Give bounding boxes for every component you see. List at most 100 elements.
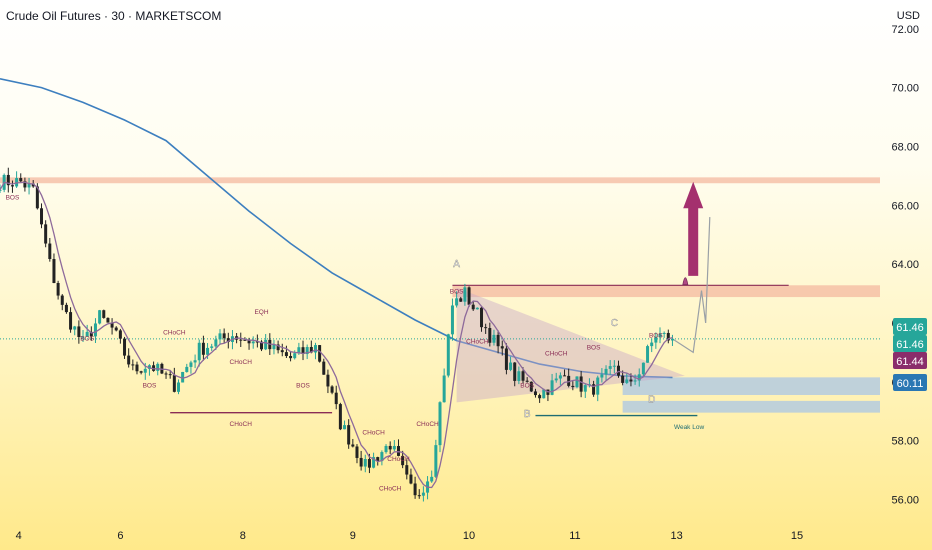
candle[interactable] — [69, 312, 73, 330]
candle[interactable] — [471, 304, 475, 310]
candle[interactable] — [251, 341, 255, 344]
candle[interactable] — [106, 317, 110, 323]
candle[interactable] — [201, 342, 205, 355]
candle[interactable] — [193, 360, 197, 363]
candle[interactable] — [297, 347, 301, 354]
candle[interactable] — [98, 310, 102, 324]
candle[interactable] — [405, 465, 409, 475]
candle[interactable] — [666, 332, 670, 341]
candle[interactable] — [434, 445, 438, 477]
candle[interactable] — [214, 339, 218, 347]
candle[interactable] — [646, 346, 650, 363]
candle[interactable] — [637, 374, 641, 381]
candle[interactable] — [517, 371, 521, 381]
candle[interactable] — [380, 452, 384, 462]
candle[interactable] — [355, 446, 359, 458]
candle[interactable] — [118, 330, 122, 339]
candle[interactable] — [110, 322, 114, 328]
candle[interactable] — [156, 363, 160, 371]
demand-zone-lower[interactable] — [622, 400, 880, 413]
candle[interactable] — [255, 341, 259, 343]
candle[interactable] — [459, 298, 463, 302]
supply-zone[interactable] — [452, 285, 880, 298]
candle[interactable] — [417, 495, 421, 497]
candle[interactable] — [401, 455, 405, 466]
candle[interactable] — [575, 376, 579, 388]
candle[interactable] — [612, 365, 616, 367]
candle[interactable] — [23, 181, 27, 188]
candle[interactable] — [48, 243, 52, 259]
candle[interactable] — [226, 338, 230, 342]
candle[interactable] — [152, 365, 156, 371]
candle[interactable] — [0, 189, 2, 191]
candle[interactable] — [670, 338, 674, 341]
candle[interactable] — [554, 378, 558, 381]
candle[interactable] — [139, 371, 143, 373]
candle[interactable] — [396, 446, 400, 456]
candle[interactable] — [413, 483, 417, 496]
candle[interactable] — [446, 334, 450, 376]
candle[interactable] — [438, 402, 442, 446]
candle[interactable] — [409, 474, 413, 484]
candle[interactable] — [264, 339, 268, 350]
candle[interactable] — [77, 326, 81, 337]
candle[interactable] — [525, 380, 529, 382]
candle[interactable] — [658, 333, 662, 338]
candle[interactable] — [621, 375, 625, 383]
candle[interactable] — [571, 385, 575, 388]
candle[interactable] — [52, 258, 56, 283]
candle[interactable] — [392, 446, 396, 450]
candle[interactable] — [600, 374, 604, 378]
candle[interactable] — [492, 334, 496, 343]
candle[interactable] — [56, 282, 60, 296]
candle[interactable] — [210, 346, 214, 348]
candle[interactable] — [143, 368, 147, 373]
candle[interactable] — [641, 362, 645, 375]
candle[interactable] — [338, 404, 342, 430]
candle[interactable] — [181, 371, 185, 383]
candle[interactable] — [313, 345, 317, 353]
candle[interactable] — [123, 338, 127, 356]
candle[interactable] — [450, 305, 454, 335]
ma-long-line[interactable] — [0, 78, 673, 379]
candle[interactable] — [318, 345, 322, 362]
candle[interactable] — [10, 185, 14, 187]
candle[interactable] — [372, 457, 376, 468]
candle[interactable] — [513, 362, 517, 381]
candle[interactable] — [89, 331, 93, 337]
candle[interactable] — [616, 365, 620, 376]
candle[interactable] — [114, 327, 118, 331]
candle[interactable] — [289, 356, 293, 359]
candle[interactable] — [567, 375, 571, 386]
candle[interactable] — [276, 344, 280, 351]
candle[interactable] — [430, 476, 434, 482]
candle[interactable] — [347, 425, 351, 445]
candle[interactable] — [467, 287, 471, 305]
candle[interactable] — [40, 208, 44, 225]
candle[interactable] — [463, 287, 467, 302]
candle[interactable] — [19, 178, 23, 182]
candle[interactable] — [475, 307, 479, 310]
candle[interactable] — [550, 380, 554, 395]
candle[interactable] — [363, 459, 367, 467]
candle[interactable] — [538, 395, 542, 399]
candle[interactable] — [31, 183, 35, 187]
demand-zone[interactable] — [622, 377, 880, 395]
candle[interactable] — [260, 341, 264, 350]
candle[interactable] — [442, 375, 446, 403]
candle[interactable] — [93, 323, 97, 337]
resistance-zone[interactable] — [0, 177, 880, 184]
candle[interactable] — [6, 174, 10, 186]
candle[interactable] — [484, 327, 488, 329]
candle[interactable] — [533, 391, 537, 396]
candle[interactable] — [334, 392, 338, 405]
candle[interactable] — [147, 365, 151, 369]
candle[interactable] — [608, 366, 612, 369]
candle[interactable] — [64, 304, 68, 313]
candle[interactable] — [359, 457, 363, 467]
candle[interactable] — [218, 333, 222, 340]
candle[interactable] — [592, 384, 596, 395]
candle[interactable] — [376, 457, 380, 462]
up-arrow-icon[interactable] — [683, 181, 704, 276]
